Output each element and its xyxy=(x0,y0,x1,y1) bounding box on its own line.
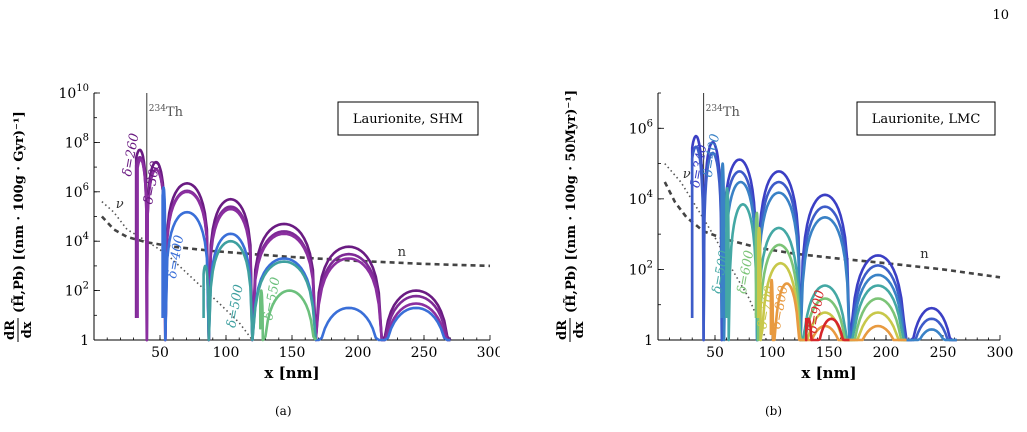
series-δ=800: δ=800 xyxy=(769,278,907,342)
series-label: δ=600 xyxy=(735,249,757,294)
series-label: δ=400 xyxy=(701,133,723,178)
neutron-curve xyxy=(100,215,491,268)
neutrino-curve xyxy=(101,201,254,341)
y-tick-label: 106 xyxy=(629,118,653,137)
series-1 xyxy=(690,145,957,342)
x-tick-label: 150 xyxy=(279,345,306,361)
neutrino-label: ν xyxy=(683,167,691,182)
series-δ=900: δ=900 xyxy=(804,289,850,342)
neutrino-label: ν xyxy=(116,197,124,212)
x-tick-label: 200 xyxy=(873,345,900,361)
y-label-text: (H̃,Pb) [(nm · 100g · Gyr)⁻¹] xyxy=(11,111,27,313)
series-δ=400: δ=400 xyxy=(701,133,957,342)
series-line xyxy=(136,158,451,342)
series-δ=300: δ=300 xyxy=(136,158,451,342)
x-tick-label: 200 xyxy=(345,345,372,361)
x-axis-label: x [nm] xyxy=(801,364,856,382)
series-label: δ=900 xyxy=(806,289,828,334)
legend-box xyxy=(856,101,996,136)
series-δ=400: δ=400 xyxy=(161,186,451,342)
y-tick-label: 106 xyxy=(65,182,89,201)
series-line xyxy=(259,289,317,342)
series-label: δ=800 xyxy=(769,285,791,330)
page-number: 10 xyxy=(992,8,1009,23)
y-label-text: (H̃,Pb) [(nm · 100g · 50Myr)⁻¹] xyxy=(563,90,579,313)
series-label: δ=260 xyxy=(120,132,142,177)
y-tick-label: 102 xyxy=(629,259,653,278)
y-tick-label: 104 xyxy=(629,189,653,208)
caption-b: (b) xyxy=(765,404,783,418)
series-line xyxy=(725,187,907,342)
series-label: δ=400 xyxy=(165,234,187,279)
x-tick-label: 50 xyxy=(151,345,169,361)
legend-box-text: Laurionite, SHM xyxy=(353,112,463,127)
y-label-denominator: dx xyxy=(572,321,587,338)
y-tick-label: 102 xyxy=(65,281,89,300)
series-label: δ=500 xyxy=(710,249,732,294)
y-tick-label: 108 xyxy=(65,132,89,151)
neutron-label: n xyxy=(398,245,407,260)
x-tick-label: 300 xyxy=(987,345,1014,361)
caption-a: (a) xyxy=(275,404,292,418)
y-tick-label: 1 xyxy=(644,333,653,349)
y-label-numerator: dR xyxy=(3,320,18,340)
series-δ=550: δ=550 xyxy=(259,276,317,342)
x-tick-label: 300 xyxy=(477,345,500,361)
neutron-label: n xyxy=(920,247,929,262)
x-tick-label: 50 xyxy=(706,345,724,361)
chart-a: 50 100 150 200 250 300 1010 108 106 104 102 1 x [nm]… xyxy=(3,83,500,382)
series-label: δ=550 xyxy=(261,276,283,321)
series-line xyxy=(202,239,318,342)
x-tick-label: 150 xyxy=(816,345,843,361)
y-tick-label: 1 xyxy=(80,333,89,349)
x-tick-label: 100 xyxy=(213,345,240,361)
series-δ=500: δ=500 xyxy=(202,239,318,342)
x-tick-label: 250 xyxy=(411,345,438,361)
legend-box xyxy=(337,101,479,136)
series-line xyxy=(769,278,907,342)
series-δ=600: δ=600 xyxy=(735,211,907,342)
th-label: 234Th xyxy=(706,104,741,120)
x-axis-label: x [nm] xyxy=(264,364,319,382)
y-label-denominator: dx xyxy=(20,321,35,338)
legend-box-text: Laurionite, LMC xyxy=(872,112,981,127)
series-line xyxy=(804,317,850,342)
x-tick-label: 250 xyxy=(930,345,957,361)
x-tick-label: 100 xyxy=(759,345,786,361)
chart-b: 50 100 150 200 250 300 106 104 102 1 x [nm] dR dx (H̃… xyxy=(555,90,1014,382)
series-label: δ=500 xyxy=(224,283,246,328)
series-δ=500: δ=500 xyxy=(710,187,907,342)
y-tick-label: 104 xyxy=(65,231,89,250)
y-tick-label: 1010 xyxy=(58,83,89,102)
y-axis-label: dR dx (H̃,Pb) [(nm · 100g · 50Myr)⁻¹] xyxy=(555,90,587,342)
y-label-numerator: dR xyxy=(555,320,570,340)
series-label: δ=300 xyxy=(141,160,163,205)
th-label: 234Th xyxy=(149,104,184,120)
series-line xyxy=(754,211,907,342)
series-line xyxy=(161,186,451,342)
series-line xyxy=(690,145,957,342)
y-axis-label: dR dx (H̃,Pb) [(nm · 100g · Gyr)⁻¹] xyxy=(3,111,35,342)
